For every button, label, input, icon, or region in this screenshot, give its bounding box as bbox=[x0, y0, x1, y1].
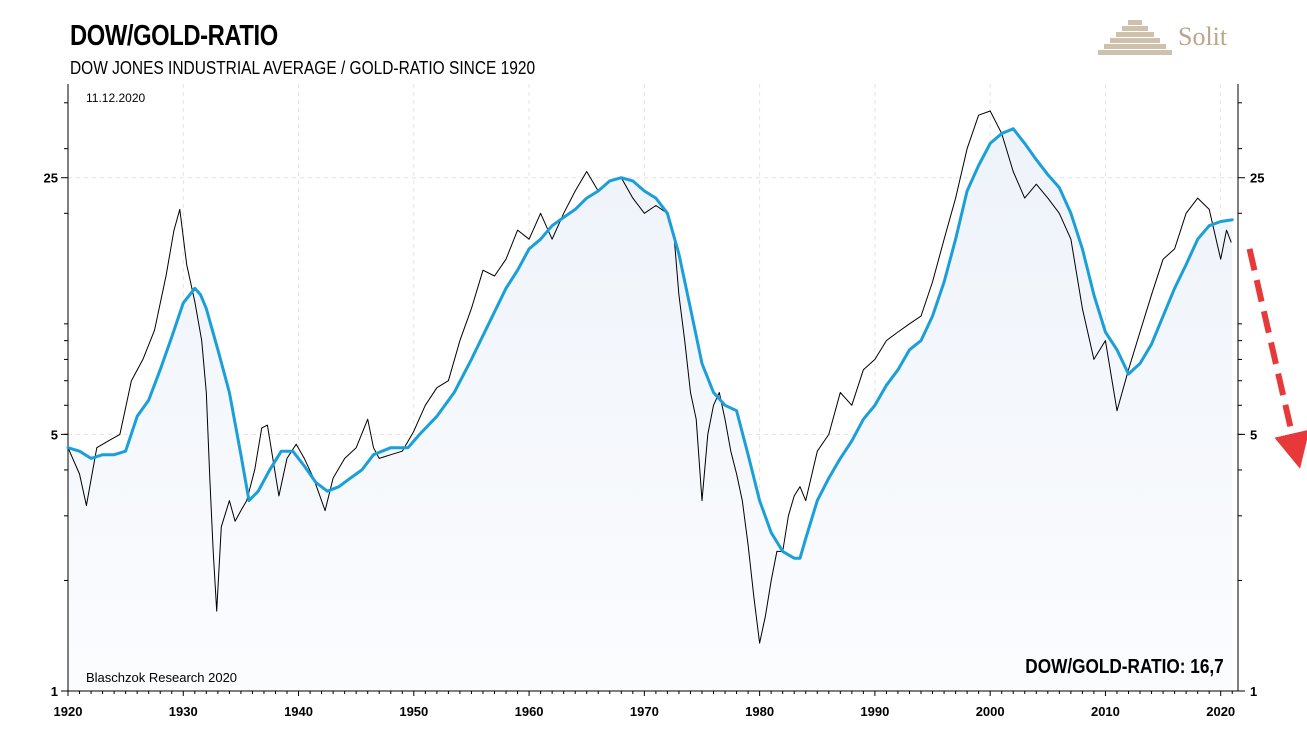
pyramid-icon bbox=[1098, 20, 1172, 55]
x-tick-label: 1980 bbox=[745, 704, 774, 719]
x-tick-label: 1950 bbox=[399, 704, 428, 719]
ratio-readout: DOW/GOLD-RATIO: 16,7 bbox=[1025, 656, 1224, 678]
y-tick-label: 1 bbox=[51, 684, 58, 699]
y-tick-label: 25 bbox=[44, 171, 58, 186]
x-tick-label: 1930 bbox=[169, 704, 198, 719]
x-tick-label: 1960 bbox=[515, 704, 544, 719]
source-credit: Blaschzok Research 2020 bbox=[86, 670, 238, 685]
chart-date: 11.12.2020 bbox=[86, 91, 146, 105]
x-tick-label: 1990 bbox=[860, 704, 889, 719]
logo-text: Solit bbox=[1178, 22, 1228, 51]
smoothed-area bbox=[68, 128, 1233, 691]
forecast-arrow bbox=[1246, 248, 1307, 469]
y-tick-label: 5 bbox=[51, 427, 58, 442]
smoothed-line bbox=[66, 127, 1234, 560]
solit-logo: Solit bbox=[1098, 18, 1243, 60]
x-tick-label: 2000 bbox=[976, 704, 1005, 719]
x-tick-label: 2020 bbox=[1206, 704, 1235, 719]
x-tick-label: 1940 bbox=[284, 704, 313, 719]
y-tick-label-right: 5 bbox=[1250, 427, 1257, 442]
page-title: DOW/GOLD-RATIO bbox=[70, 20, 278, 52]
y-tick-label-right: 1 bbox=[1250, 684, 1257, 699]
page-subtitle: DOW JONES INDUSTRIAL AVERAGE / GOLD-RATI… bbox=[70, 58, 536, 78]
x-tick-label: 1970 bbox=[630, 704, 659, 719]
y-tick-label-right: 25 bbox=[1250, 171, 1264, 186]
x-tick-label: 1920 bbox=[54, 704, 83, 719]
x-tick-label: 2010 bbox=[1091, 704, 1120, 719]
ratio-line bbox=[67, 110, 1232, 644]
